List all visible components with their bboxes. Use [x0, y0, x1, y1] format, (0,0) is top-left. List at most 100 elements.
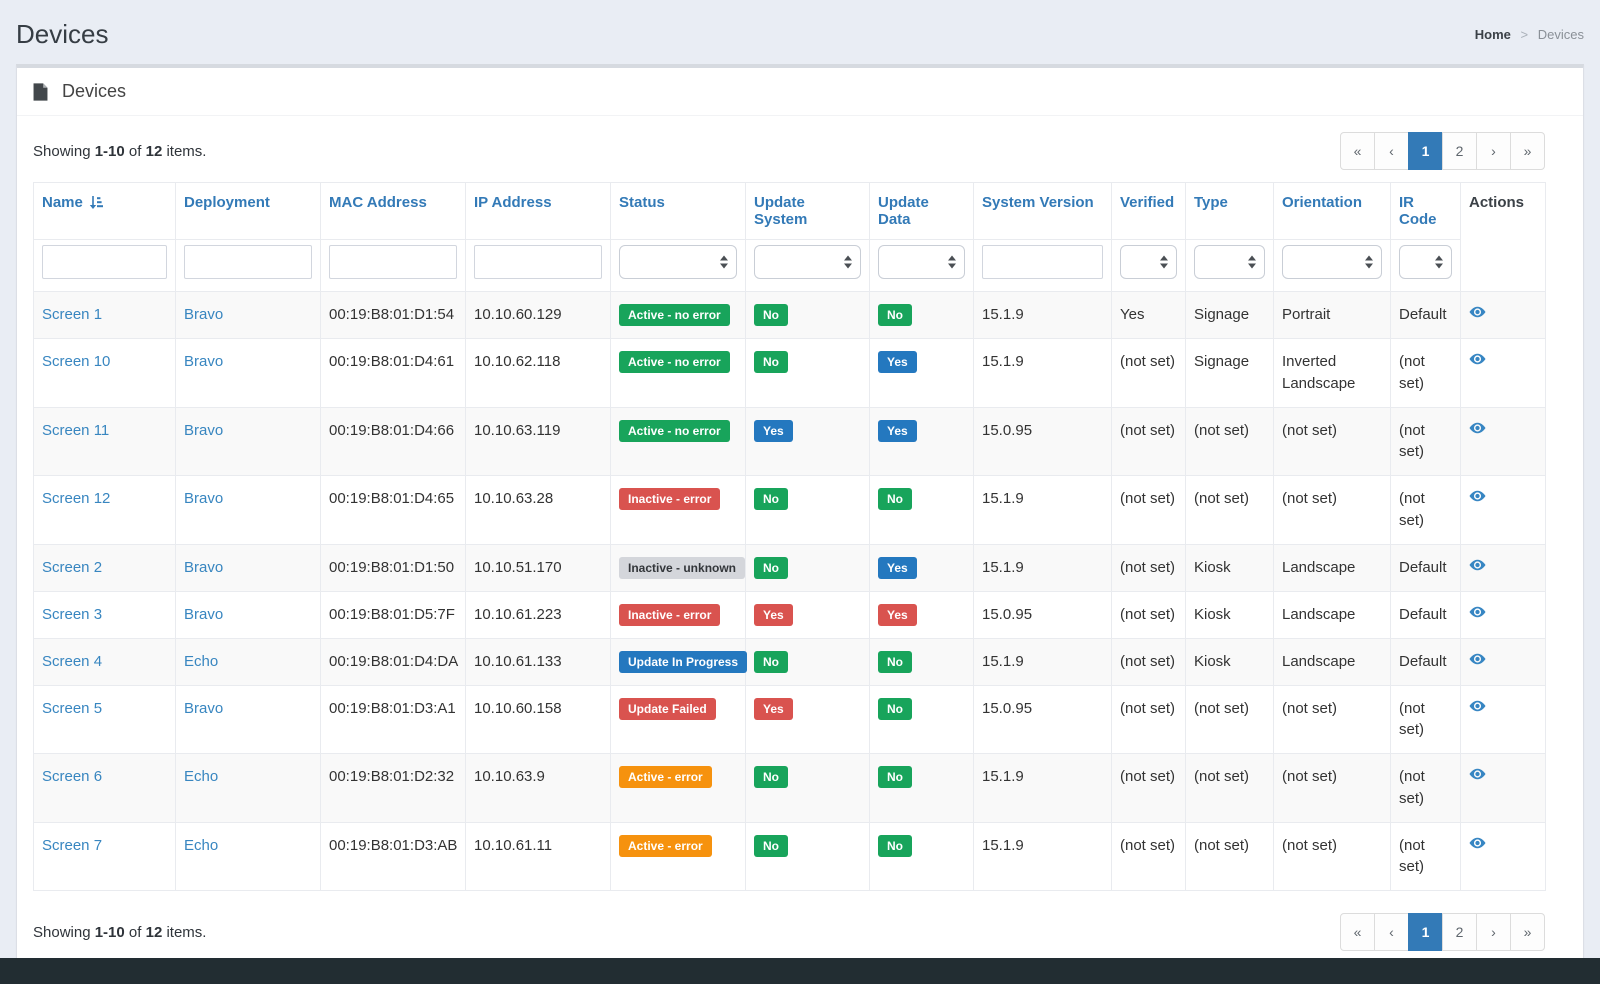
deployment-link[interactable]: Bravo: [184, 605, 224, 623]
ip-address-cell: 10.10.63.9: [465, 753, 611, 823]
sort-name-link[interactable]: Name: [42, 194, 103, 211]
view-device-button[interactable]: [1469, 352, 1486, 366]
column-header-verified[interactable]: Verified: [1111, 182, 1186, 240]
system-version-cell: 15.0.95: [973, 684, 1112, 754]
device-name-link[interactable]: Screen 12: [42, 490, 111, 507]
filter-system-version-input[interactable]: [982, 245, 1103, 279]
view-device-button[interactable]: [1469, 605, 1486, 619]
panel-header: Devices: [17, 68, 1583, 116]
ip-address-cell: 10.10.63.28: [465, 475, 611, 545]
ir-code-cell: (not set): [1390, 338, 1461, 408]
device-name-link[interactable]: Screen 4: [42, 652, 103, 670]
view-device-button[interactable]: [1469, 558, 1486, 572]
column-header-orientation[interactable]: Orientation: [1273, 182, 1391, 240]
status-badge: Active - no error: [619, 351, 730, 373]
page-header: Devices Home > Devices: [16, 12, 1584, 56]
pagination-page-1[interactable]: 1: [1408, 132, 1443, 170]
deployment-link[interactable]: Bravo: [184, 306, 224, 323]
breadcrumb-current: Devices: [1537, 26, 1584, 42]
device-name-link[interactable]: Screen 1: [42, 306, 103, 323]
update-data-badge: Yes: [878, 351, 917, 373]
type-cell: (not set): [1185, 475, 1274, 545]
pagination-prev-button[interactable]: ‹: [1374, 132, 1409, 170]
view-device-button[interactable]: [1469, 489, 1486, 503]
deployment-link[interactable]: Bravo: [184, 353, 224, 370]
pagination-first-button[interactable]: «: [1340, 132, 1375, 170]
pagination-first-button[interactable]: «: [1340, 913, 1375, 951]
column-header-system-version[interactable]: System Version: [973, 182, 1112, 240]
pagination-next-button[interactable]: ›: [1476, 132, 1511, 170]
deployment-link[interactable]: Bravo: [184, 421, 224, 439]
pagination-page-2[interactable]: 2: [1442, 913, 1477, 951]
column-header-mac-address[interactable]: MAC Address: [320, 182, 466, 240]
deployment-link[interactable]: Echo: [184, 768, 219, 785]
view-device-button[interactable]: [1469, 767, 1486, 781]
filter-status-select[interactable]: [619, 245, 737, 279]
deployment-link[interactable]: Bravo: [184, 699, 224, 717]
column-header-update-data[interactable]: Update Data: [869, 182, 974, 240]
pagination-page-1[interactable]: 1: [1408, 913, 1443, 951]
breadcrumb-home-link[interactable]: Home: [1474, 26, 1511, 42]
table-row: Screen 11 Bravo 00:19:B8:01:D4:66 10.10.…: [33, 406, 1546, 476]
table-row: Screen 12 Bravo 00:19:B8:01:D4:65 10.10.…: [33, 475, 1546, 545]
device-name-link[interactable]: Screen 7: [42, 836, 103, 854]
ip-address-cell: 10.10.60.129: [465, 291, 611, 339]
column-header-update-system[interactable]: Update System: [745, 182, 870, 240]
type-cell: Kiosk: [1185, 590, 1274, 639]
breadcrumb-separator: >: [1520, 26, 1529, 42]
column-header-name[interactable]: Name: [33, 182, 176, 240]
verified-cell: (not set): [1111, 475, 1186, 545]
deployment-link[interactable]: Echo: [184, 836, 219, 854]
view-device-button[interactable]: [1469, 421, 1486, 435]
deployment-link[interactable]: Bravo: [184, 490, 224, 507]
device-name-link[interactable]: Screen 2: [42, 558, 103, 576]
device-name-link[interactable]: Screen 3: [42, 605, 103, 623]
system-version-cell: 15.0.95: [973, 406, 1112, 476]
view-device-button[interactable]: [1469, 836, 1486, 850]
ip-address-cell: 10.10.62.118: [465, 338, 611, 408]
filter-ir-code-select[interactable]: [1399, 245, 1452, 279]
pagination-last-button[interactable]: »: [1510, 132, 1545, 170]
filter-mac-address-input[interactable]: [329, 245, 457, 279]
verified-cell: Yes: [1111, 291, 1186, 339]
pagination-page-2[interactable]: 2: [1442, 132, 1477, 170]
column-header-ip-address[interactable]: IP Address: [465, 182, 611, 240]
view-device-button[interactable]: [1469, 652, 1486, 666]
mac-address-cell: 00:19:B8:01:D1:50: [320, 543, 466, 592]
filter-name-input[interactable]: [42, 245, 167, 279]
column-header-actions: Actions: [1460, 182, 1546, 292]
deployment-link[interactable]: Bravo: [184, 558, 224, 576]
pagination-next-button[interactable]: ›: [1476, 913, 1511, 951]
filter-orientation-select[interactable]: [1282, 245, 1382, 279]
table-row: Screen 3 Bravo 00:19:B8:01:D5:7F 10.10.6…: [33, 590, 1546, 639]
device-name-link[interactable]: Screen 11: [42, 421, 110, 439]
update-system-badge: Yes: [754, 697, 793, 720]
update-system-badge: No: [754, 766, 788, 788]
type-cell: Kiosk: [1185, 637, 1274, 686]
column-header-status[interactable]: Status: [610, 182, 746, 240]
filter-update-data-select[interactable]: [878, 245, 965, 279]
pagination-prev-button[interactable]: ‹: [1374, 913, 1409, 951]
filter-ip-address-input[interactable]: [474, 245, 602, 279]
device-name-link[interactable]: Screen 10: [42, 353, 111, 370]
status-badge: Inactive - error: [619, 488, 721, 510]
filter-deployment-input[interactable]: [184, 245, 312, 279]
column-header-deployment[interactable]: Deployment: [175, 182, 321, 240]
mac-address-cell: 00:19:B8:01:D1:54: [320, 291, 466, 339]
device-name-link[interactable]: Screen 5: [42, 699, 103, 717]
ir-code-cell: (not set): [1390, 821, 1461, 891]
view-device-button[interactable]: [1469, 699, 1486, 713]
view-device-button[interactable]: [1469, 305, 1486, 319]
pagination-last-button[interactable]: »: [1510, 913, 1545, 951]
update-system-badge: No: [754, 304, 788, 326]
filter-type-select[interactable]: [1194, 245, 1265, 279]
deployment-link[interactable]: Echo: [184, 652, 219, 670]
filter-update-system-select[interactable]: [754, 245, 861, 279]
column-header-ir-code[interactable]: IR Code: [1390, 182, 1461, 240]
eye-icon: [1469, 422, 1486, 433]
ip-address-cell: 10.10.51.170: [465, 543, 611, 592]
device-name-link[interactable]: Screen 6: [42, 768, 103, 785]
column-header-type[interactable]: Type: [1185, 182, 1274, 240]
orientation-cell: Landscape: [1273, 637, 1391, 686]
filter-verified-select[interactable]: [1120, 245, 1177, 279]
